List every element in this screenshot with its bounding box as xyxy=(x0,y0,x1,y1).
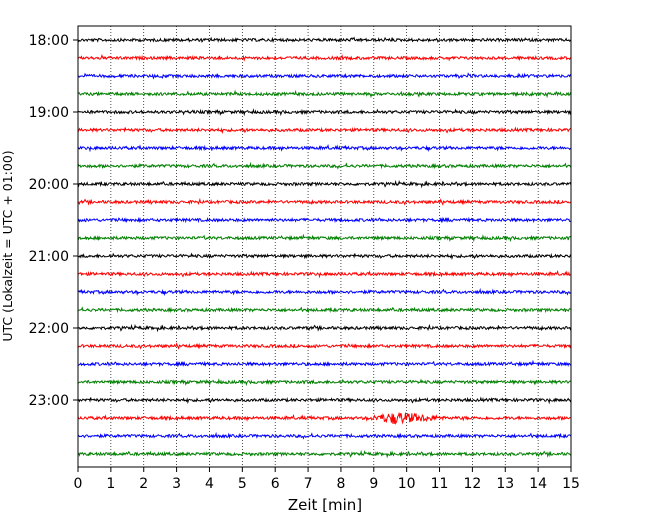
trace-2130 xyxy=(77,287,572,297)
trace-2100 xyxy=(77,252,572,261)
trace-2345 xyxy=(77,449,572,459)
x-axis: 0 1 2 3 4 5 6 7 8 9 10 11 12 13 14 15 xyxy=(74,467,580,492)
trace-2030 xyxy=(77,216,572,224)
x-tick-label-1: 1 xyxy=(106,476,115,492)
trace-2200 xyxy=(77,323,572,333)
trace-2115 xyxy=(77,269,572,279)
trace-2230 xyxy=(77,359,572,368)
x-axis-label: Zeit [min] xyxy=(288,496,362,514)
trace-1845 xyxy=(77,89,572,99)
y-tick-label-2200: 22:00 xyxy=(29,321,69,337)
y-tick-label-1900: 19:00 xyxy=(29,105,69,121)
x-tick-label-2: 2 xyxy=(139,476,148,492)
trace-2245 xyxy=(77,378,572,387)
trace-2000 xyxy=(77,179,572,189)
plot-frame xyxy=(77,25,572,468)
x-tick-label-5: 5 xyxy=(238,476,247,492)
x-tick-label-3: 3 xyxy=(172,476,181,492)
trace-2045 xyxy=(77,233,572,243)
trace-2215 xyxy=(77,342,572,350)
y-axis-label: UTC (Lokalzeit = UTC + 01:00) xyxy=(0,150,15,341)
trace-2330 xyxy=(77,431,572,440)
x-tick-label-11: 11 xyxy=(431,476,449,492)
x-tick-label-6: 6 xyxy=(271,476,280,492)
x-tick-label-8: 8 xyxy=(336,476,345,492)
trace-2145 xyxy=(77,306,572,314)
trace-1830 xyxy=(77,72,572,80)
x-tick-label-4: 4 xyxy=(205,476,214,492)
x-tick-label-12: 12 xyxy=(463,476,481,492)
trace-2315 xyxy=(77,412,572,426)
x-tick-label-0: 0 xyxy=(74,476,83,492)
y-tick-label-2000: 20:00 xyxy=(29,177,69,193)
x-tick-label-15: 15 xyxy=(562,476,580,492)
x-tick-label-10: 10 xyxy=(398,476,416,492)
x-tick-label-7: 7 xyxy=(304,476,313,492)
traces xyxy=(77,36,572,459)
trace-1815 xyxy=(77,54,572,62)
y-tick-label-1800: 18:00 xyxy=(29,33,69,49)
y-axis: 18:00 19:00 20:00 21:00 22:00 23:00 xyxy=(29,33,78,409)
y-tick-label-2300: 23:00 xyxy=(29,393,69,409)
trace-1930 xyxy=(77,143,572,153)
x-tick-label-9: 9 xyxy=(369,476,378,492)
trace-1800 xyxy=(77,36,572,44)
trace-1900 xyxy=(77,108,572,117)
trace-2015 xyxy=(77,197,572,206)
x-tick-label-14: 14 xyxy=(529,476,547,492)
x-tick-label-13: 13 xyxy=(496,476,514,492)
trace-1915 xyxy=(77,126,572,135)
trace-1945 xyxy=(77,161,572,170)
trace-2300 xyxy=(77,396,572,405)
y-tick-label-2100: 21:00 xyxy=(29,249,69,265)
